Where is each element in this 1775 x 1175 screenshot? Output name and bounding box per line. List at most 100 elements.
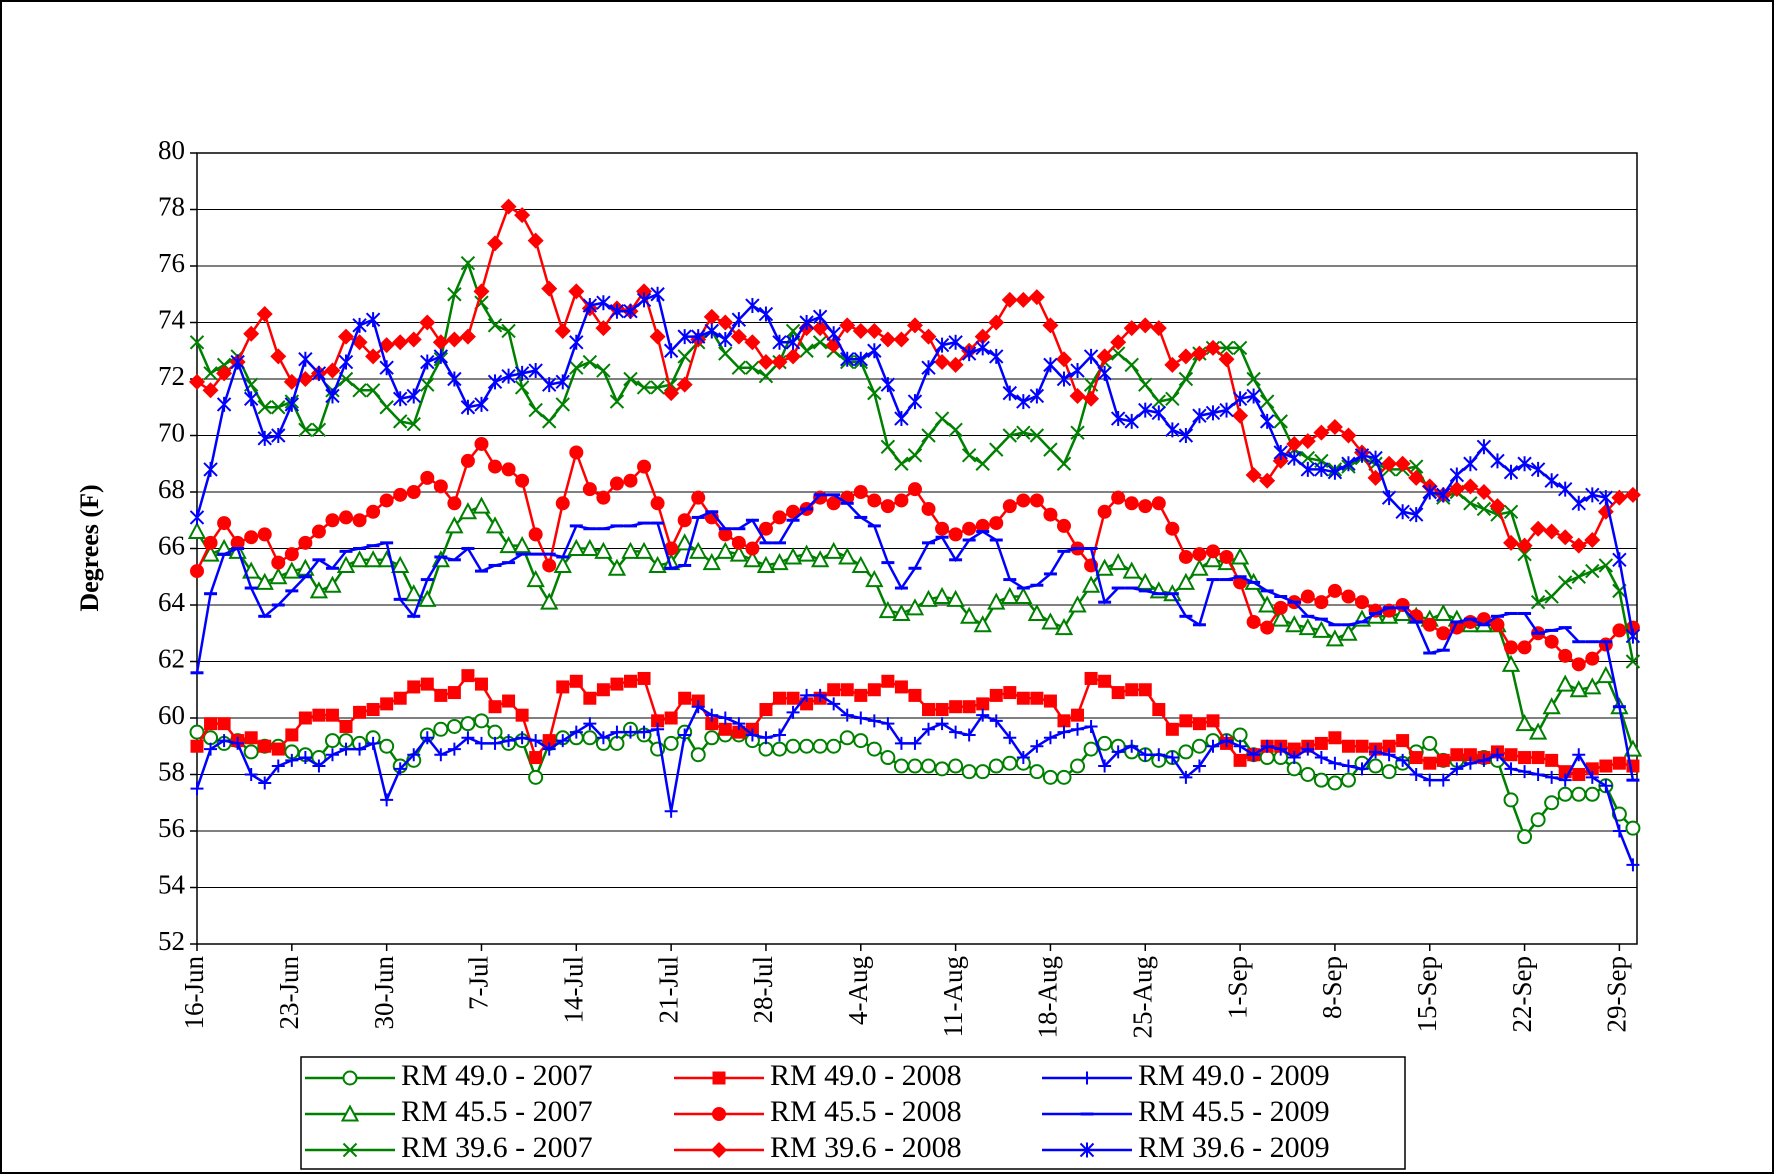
legend-label: RM 45.5 - 2008 [770, 1095, 962, 1128]
marker [1341, 759, 1355, 773]
marker [1071, 708, 1085, 722]
marker [893, 331, 910, 348]
marker [1354, 447, 1370, 463]
marker [974, 328, 991, 345]
series [190, 669, 1640, 781]
marker [339, 510, 354, 525]
marker [894, 680, 908, 694]
marker [190, 739, 204, 753]
marker [1205, 544, 1220, 559]
marker [216, 396, 232, 412]
marker [1300, 767, 1316, 782]
marker [420, 731, 434, 745]
marker [677, 513, 692, 528]
marker [1191, 738, 1207, 754]
marker [851, 555, 870, 573]
marker [711, 1142, 727, 1158]
legend-item: RM 49.0 - 2007 [305, 1059, 593, 1092]
marker [447, 742, 461, 756]
marker [1355, 595, 1370, 610]
marker [800, 688, 814, 702]
marker [1545, 753, 1559, 767]
marker [542, 742, 556, 756]
marker [839, 317, 856, 334]
marker [1408, 507, 1424, 523]
marker [460, 255, 476, 271]
marker [488, 700, 502, 714]
marker [1504, 748, 1518, 762]
marker [271, 742, 285, 756]
marker [1518, 765, 1532, 779]
marker [1408, 459, 1424, 474]
marker [651, 714, 665, 728]
marker [1041, 612, 1060, 630]
marker [1544, 634, 1559, 649]
marker [1002, 499, 1017, 514]
marker [623, 725, 637, 739]
marker [650, 496, 665, 511]
marker [1152, 703, 1166, 717]
marker [799, 738, 815, 754]
marker [1245, 467, 1262, 484]
marker [1341, 456, 1356, 472]
marker [473, 713, 489, 729]
marker [1043, 442, 1058, 457]
marker [555, 496, 570, 511]
marker [1544, 589, 1559, 604]
marker [758, 306, 774, 322]
x-tick-label: 4-Aug [843, 956, 873, 1025]
marker [826, 326, 841, 342]
marker [865, 569, 884, 588]
marker [609, 476, 624, 491]
marker [676, 376, 693, 393]
marker [962, 521, 977, 536]
marker [1029, 428, 1045, 443]
marker [1220, 734, 1234, 748]
marker [962, 728, 976, 742]
marker [324, 733, 340, 749]
marker [1030, 739, 1044, 753]
marker [1313, 772, 1329, 788]
marker [542, 414, 557, 429]
marker [325, 513, 340, 528]
marker [1503, 534, 1520, 551]
marker [1517, 829, 1533, 845]
marker [853, 485, 868, 499]
marker [366, 504, 381, 519]
series [190, 493, 1640, 782]
marker [879, 331, 896, 348]
marker [691, 329, 706, 345]
marker [908, 688, 922, 702]
marker [1043, 357, 1058, 373]
marker [1002, 428, 1017, 443]
legend-label: RM 45.5 - 2009 [1138, 1095, 1330, 1128]
marker [1299, 433, 1316, 450]
marker [839, 730, 855, 746]
marker [866, 741, 882, 757]
marker [1450, 748, 1464, 762]
marker [959, 606, 979, 624]
marker [350, 550, 369, 568]
marker [1571, 657, 1586, 672]
marker [852, 322, 869, 339]
marker [1219, 549, 1234, 564]
marker [921, 501, 936, 516]
marker [1394, 455, 1411, 472]
marker [393, 487, 408, 502]
marker [677, 349, 692, 364]
marker [975, 764, 991, 780]
marker [485, 516, 505, 534]
marker [352, 513, 367, 528]
marker [365, 383, 381, 398]
y-tick-label: 72 [158, 361, 185, 391]
y-tick-label: 76 [158, 248, 185, 278]
marker [472, 496, 491, 514]
marker [596, 683, 610, 697]
marker [609, 394, 625, 409]
marker [1557, 481, 1573, 497]
marker [1259, 472, 1276, 489]
marker [729, 544, 749, 562]
marker [1056, 371, 1072, 387]
marker [1098, 759, 1112, 773]
legend-label: RM 49.0 - 2007 [401, 1059, 593, 1092]
